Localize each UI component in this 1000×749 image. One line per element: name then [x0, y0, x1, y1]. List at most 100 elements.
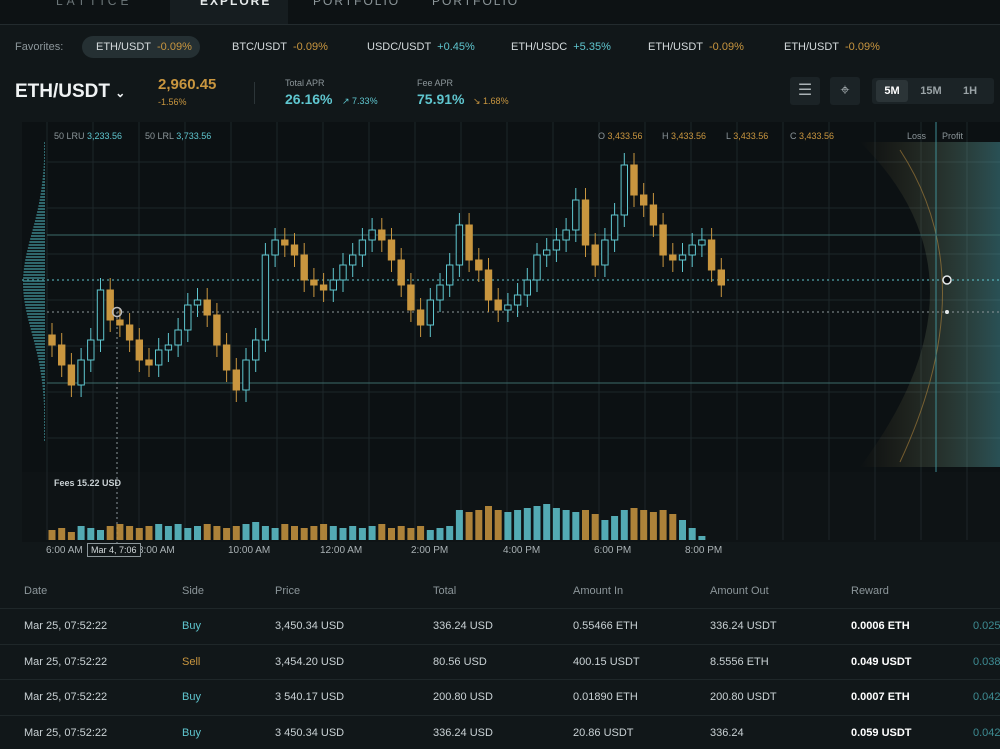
favorite-change: +5.35% [573, 41, 611, 53]
depth-bar [41, 376, 45, 378]
cell: Mar 25, 07:52:22 [24, 655, 108, 668]
cell: 0.55466 ETH [573, 620, 638, 632]
candle-body [446, 264, 454, 286]
candle-body [640, 194, 648, 206]
depth-bar [23, 277, 45, 279]
profit[interactable]: Profit [942, 131, 964, 141]
candle-body [310, 279, 318, 286]
depth-bar [43, 397, 45, 399]
nav-tab[interactable]: EXPLORE [200, 0, 272, 8]
menu-button[interactable]: ☰ [790, 77, 820, 105]
candle-body [620, 164, 628, 216]
row-divider [0, 643, 1000, 645]
candle-body [339, 264, 347, 281]
delta: 1.68% [483, 96, 509, 106]
candle-body [58, 344, 66, 366]
fee-bar [329, 526, 337, 540]
ohlc-label: H [662, 131, 669, 141]
depth-bar [29, 241, 45, 243]
fee-bar [126, 526, 134, 540]
fee-bar [649, 512, 657, 540]
depth-bar [36, 352, 45, 354]
fees: Fees 15.22 USD [54, 478, 121, 488]
depth-bar [34, 343, 45, 345]
depth-bar [39, 364, 45, 366]
favorite[interactable]: ETH/USDC +5.35% [505, 41, 611, 53]
nav-tab[interactable]: PORTFOLIO [432, 0, 520, 8]
candle-body [349, 254, 357, 266]
fee-bar [485, 506, 492, 540]
timeframe[interactable]: 1H [962, 85, 978, 97]
candle-body [610, 214, 619, 241]
candle-body [562, 229, 570, 241]
favorite[interactable]: BTC/USDT -0.09% [226, 41, 328, 53]
candle-body [504, 304, 512, 311]
cursor [111, 306, 123, 318]
candle-body [300, 254, 308, 281]
favorite[interactable]: USDC/USDT +0.45% [361, 41, 475, 53]
cell: 0.0007 ETH [851, 691, 910, 704]
favorite-pair: BTC/USDT [232, 41, 287, 53]
loss[interactable]: Loss [907, 131, 927, 141]
favorite[interactable]: ETH/USDT -0.09% [642, 41, 744, 53]
side: Sell [182, 655, 201, 668]
cell: 0.025 [973, 620, 1000, 632]
candle-body [242, 359, 250, 391]
depth-bar [28, 244, 45, 246]
fee-apr-delta: ↘ 1.68% [473, 96, 509, 106]
fee-bar [378, 524, 386, 540]
depth-bar [23, 268, 45, 270]
fee-bar [504, 512, 512, 540]
depth-bar [34, 223, 45, 225]
candle-body [125, 324, 134, 341]
depth-bar [26, 313, 45, 315]
cell: 3 540.17 USD [275, 691, 345, 704]
cell: 0.042 [973, 691, 1000, 704]
timeframe[interactable]: 15M [920, 85, 942, 97]
fee-bar [582, 510, 589, 540]
fee-bar [397, 526, 405, 540]
fee-bar [640, 510, 648, 540]
depth-bar [44, 409, 45, 411]
fee-bar [291, 526, 298, 540]
candle-body [572, 199, 580, 231]
depth-bar [34, 220, 45, 222]
x-tick-label: 4:00 PM [503, 545, 541, 556]
lru: 50 LRU 3,233.56 [54, 131, 122, 141]
depth-bar [41, 379, 45, 381]
x-tick-label: 12:00 AM [320, 545, 363, 556]
depth-bar [26, 310, 45, 312]
depth-bar [44, 406, 45, 408]
depth-bar [44, 148, 45, 150]
cell: 0.059 USDT [851, 727, 912, 740]
candle-body [436, 284, 444, 301]
target-button[interactable]: ⌖ [830, 77, 860, 105]
fee-bar [271, 528, 279, 540]
candle-body [494, 299, 502, 311]
favorite-pair: ETH/USDC [511, 41, 568, 53]
favorite[interactable]: ETH/USDT -0.09% [778, 41, 880, 53]
depth-bar [32, 229, 45, 231]
crosshair-label: Mar 4, 7:06 [87, 543, 141, 557]
depth-bar [44, 430, 45, 432]
nav-tab[interactable]: PORTFOLIO [313, 0, 401, 8]
favorite-pair: USDC/USDT [367, 41, 432, 53]
depth-bar [43, 403, 45, 405]
candle-body [659, 224, 667, 256]
cell: 20.86 USDT [573, 727, 634, 740]
fee-bar [97, 530, 104, 540]
depth-bar [43, 160, 45, 162]
fee-bar [388, 528, 395, 540]
depth-bar [40, 370, 45, 372]
cell: 0.01890 ETH [573, 691, 638, 704]
candle-body [397, 259, 405, 286]
fee-bar [572, 512, 580, 540]
pair-title[interactable]: ETH/USDT ⌄ [15, 81, 126, 102]
column-header: Amount Out [710, 585, 769, 597]
candle-body [407, 284, 415, 311]
timeframe[interactable]: 5M [884, 85, 900, 97]
favorite[interactable]: ETH/USDT -0.09% [90, 41, 192, 53]
depth-bar [39, 367, 45, 369]
cell: 200.80 USDT [710, 691, 777, 704]
candle-body [281, 239, 289, 246]
